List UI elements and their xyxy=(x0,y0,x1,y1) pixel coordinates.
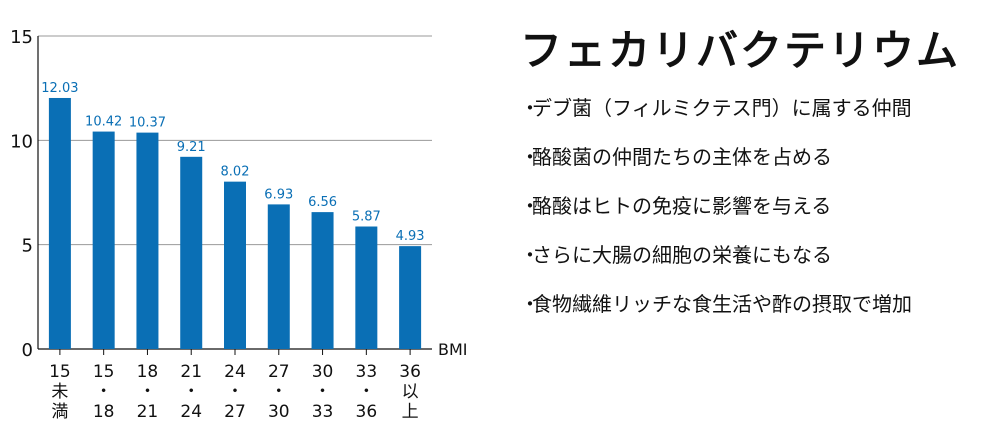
list-item-text: さらに大腸の細胞の栄養にもなる xyxy=(532,243,832,268)
bullet-mark: ・ xyxy=(520,145,540,170)
list-item-text: 酪酸はヒトの免疫に影響を与える xyxy=(532,194,832,219)
x-tick-label: 30 xyxy=(268,402,290,422)
list-item: ・酪酸はヒトの免疫に影響を与える xyxy=(520,194,980,243)
x-tick-label: 27 xyxy=(268,362,290,382)
x-axis-title: BMI xyxy=(438,340,468,359)
y-tick-label: 10 xyxy=(10,131,33,152)
x-tick-label: 30 xyxy=(312,362,334,382)
list-item: ・さらに大腸の細胞の栄養にもなる xyxy=(520,243,980,292)
x-tick-label: 以 xyxy=(402,382,419,402)
data-label: 8.02 xyxy=(221,165,250,180)
bar xyxy=(180,156,203,349)
bar xyxy=(92,131,115,349)
bullet-mark: ・ xyxy=(520,96,540,121)
panel-title: フェカリバクテリウム xyxy=(520,26,961,75)
bar xyxy=(48,97,71,349)
info-panel: フェカリバクテリウム ・デブ菌（フィルミクテス門）に属する仲間 ・酪酸菌の仲間た… xyxy=(520,26,980,341)
x-tick-label: 満 xyxy=(51,402,68,422)
list-item-text: 食物繊維リッチな食生活や酢の摂取で増加 xyxy=(532,292,912,317)
bar xyxy=(399,246,422,349)
x-tick-label: 24 xyxy=(180,402,202,422)
list-item: ・食物繊維リッチな食生活や酢の摂取で増加 xyxy=(520,292,980,341)
bullet-mark: ・ xyxy=(520,243,540,268)
x-tick-label: 15 xyxy=(49,362,71,382)
x-tick-label: 33 xyxy=(312,402,334,422)
list-item: ・デブ菌（フィルミクテス門）に属する仲間 xyxy=(520,96,980,145)
x-tick-label: 36 xyxy=(356,402,378,422)
list-item-text: デブ菌（フィルミクテス門）に属する仲間 xyxy=(532,96,912,121)
y-tick-label: 15 xyxy=(10,27,33,48)
x-tick-label: 21 xyxy=(180,362,202,382)
data-label: 12.03 xyxy=(41,81,78,96)
bar xyxy=(136,132,159,349)
data-label: 4.93 xyxy=(396,229,425,244)
x-tick-label: 27 xyxy=(224,402,246,422)
bar xyxy=(224,181,246,349)
data-label: 6.56 xyxy=(308,195,337,210)
x-tick-label: 36 xyxy=(399,362,421,382)
x-tick-label: ・ xyxy=(183,382,200,402)
data-label: 10.42 xyxy=(85,115,122,130)
x-tick-label: 18 xyxy=(93,402,115,422)
data-label: 6.93 xyxy=(264,187,293,202)
x-tick-label: 上 xyxy=(402,402,419,422)
bar xyxy=(267,204,290,349)
bar xyxy=(355,226,378,349)
x-tick-label: ・ xyxy=(270,382,287,402)
x-tick-label: 15 xyxy=(93,362,115,382)
list-item: ・酪酸菌の仲間たちの主体を占める xyxy=(520,145,980,194)
bullet-list: ・デブ菌（フィルミクテス門）に属する仲間 ・酪酸菌の仲間たちの主体を占める ・酪… xyxy=(520,96,980,341)
bmi-bar-chart: 05101512.0315未満10.4215・1810.3718・219.212… xyxy=(10,27,468,422)
x-tick-label: ・ xyxy=(95,382,112,402)
y-tick-label: 5 xyxy=(22,236,33,257)
bullet-mark: ・ xyxy=(520,194,540,219)
x-tick-label: ・ xyxy=(227,382,244,402)
list-item-text: 酪酸菌の仲間たちの主体を占める xyxy=(532,145,832,170)
data-label: 9.21 xyxy=(177,140,206,155)
x-tick-label: 18 xyxy=(137,362,159,382)
y-tick-label: 0 xyxy=(22,340,33,361)
bar xyxy=(311,212,334,349)
bullet-mark: ・ xyxy=(520,292,540,317)
data-label: 10.37 xyxy=(129,116,166,131)
x-tick-label: 33 xyxy=(356,362,378,382)
x-tick-label: 24 xyxy=(224,362,246,382)
x-tick-label: ・ xyxy=(358,382,375,402)
x-tick-label: 21 xyxy=(137,402,159,422)
x-tick-label: ・ xyxy=(139,382,156,402)
x-tick-label: 未 xyxy=(51,382,68,402)
data-label: 5.87 xyxy=(352,210,381,225)
x-tick-label: ・ xyxy=(314,382,331,402)
